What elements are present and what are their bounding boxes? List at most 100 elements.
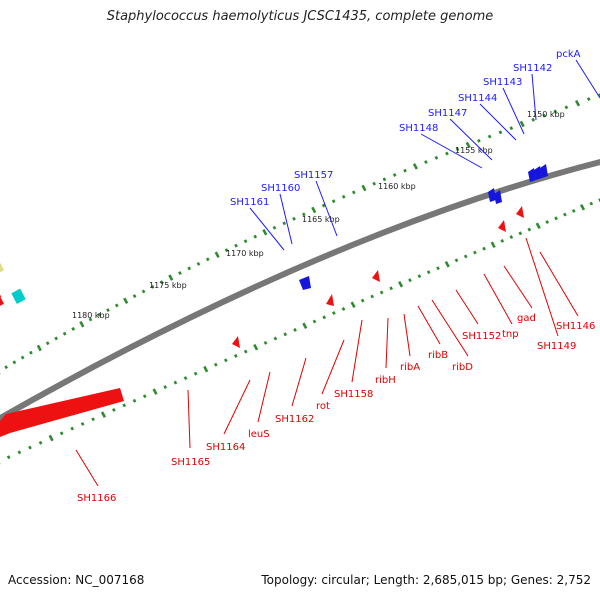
inner-track-dot <box>579 204 586 211</box>
gene-SH1143-b <box>540 164 548 178</box>
outer-track-dot <box>97 312 102 317</box>
gene-SH1144 <box>528 168 536 182</box>
label-SH1161: SH1161 <box>230 197 269 208</box>
outer-track-dot <box>282 221 287 226</box>
leader-ribB <box>417 305 441 345</box>
leader-rot <box>321 339 345 395</box>
inner-track-dot <box>132 398 137 403</box>
gene-pckA <box>11 288 26 304</box>
gene-SH1142-shape <box>0 259 5 276</box>
leader-SH1142 <box>531 73 537 121</box>
inner-track-dot <box>463 254 468 259</box>
inner-track-dot <box>482 246 486 251</box>
label-leader-lines <box>75 59 600 487</box>
inner-track-dot <box>142 394 147 399</box>
label-SH1165: SH1165 <box>171 457 210 468</box>
label-rot: rot <box>316 401 330 412</box>
label-SH1146: SH1146 <box>556 321 595 332</box>
outer-track-dot <box>132 294 137 299</box>
outer-track-dot <box>187 266 192 271</box>
label-SH1157: SH1157 <box>294 170 333 181</box>
leader-SH1160 <box>279 193 293 245</box>
inner-track-dot <box>203 365 209 373</box>
outer-track-dot <box>341 194 346 199</box>
outer-track-dot <box>392 173 397 177</box>
inner-track-dot <box>545 220 550 224</box>
label-tnp: tnp <box>502 329 519 340</box>
outer-track-dot <box>243 239 248 244</box>
label-SH1162: SH1162 <box>275 414 314 425</box>
outer-track-dot <box>531 117 536 122</box>
leader-SH1146 <box>539 251 579 317</box>
outer-track-dot <box>331 199 336 204</box>
inner-track-dot <box>589 201 594 206</box>
outer-track-dot <box>214 251 220 259</box>
tick-label-1155kbp: 1155 kbp <box>455 146 493 155</box>
inner-track-dot <box>213 362 218 367</box>
outer-track-dot <box>382 177 387 182</box>
outer-track-dot <box>465 141 471 149</box>
leader-leuS <box>257 371 271 423</box>
label-SH1164: SH1164 <box>206 442 245 453</box>
label-SH1158: SH1158 <box>334 389 373 400</box>
label-pckA: pckA <box>556 49 581 60</box>
gene-labels: pckA SH1142 SH1143 SH1144 SH1147 SH1148 SH1157… <box>77 49 595 504</box>
inner-track-dot <box>490 241 496 249</box>
outer-track-dot <box>272 225 277 230</box>
inner-track-dot <box>243 349 248 354</box>
outer-track-dot <box>62 331 67 336</box>
outer-track-dot <box>455 147 460 152</box>
inner-track-dot <box>426 270 431 275</box>
label-SH1147: SH1147 <box>428 108 467 119</box>
inner-track-dot <box>398 281 404 288</box>
outer-track-dot <box>123 297 129 305</box>
label-ribA: ribA <box>400 362 420 373</box>
backbone-arc <box>0 158 600 422</box>
outer-track-dot <box>498 130 503 135</box>
gene-rib-small <box>372 270 380 282</box>
outer-track-dot <box>224 248 229 253</box>
leader-SH1161 <box>249 207 285 251</box>
label-ribD: ribD <box>452 362 473 373</box>
label-SH1142: SH1142 <box>513 63 552 74</box>
label-gad: gad <box>517 313 536 324</box>
leader-tnp <box>483 273 513 325</box>
leader-gad <box>503 265 533 309</box>
outer-track-dot <box>519 120 525 128</box>
outer-track-dot <box>574 99 581 107</box>
gene-SH1147-b <box>494 190 502 204</box>
leader-SH1143 <box>502 87 525 135</box>
label-SH1143: SH1143 <box>483 77 522 88</box>
outer-track-dot <box>106 308 110 313</box>
leader-SH1144 <box>479 103 517 141</box>
gene-SH1147 <box>488 188 496 202</box>
inner-track-dot <box>509 235 514 240</box>
gene-SH1166-body <box>0 388 124 437</box>
outer-track-dot <box>205 257 210 262</box>
inner-track-dot <box>408 278 412 283</box>
outer-track-dot <box>141 289 146 294</box>
inner-track-dot <box>59 431 64 436</box>
inner-track-dot <box>173 380 178 385</box>
gene-SH1142 <box>0 259 5 276</box>
outer-track-dot <box>262 228 268 236</box>
outer-track-dot <box>114 303 119 308</box>
label-SH1144: SH1144 <box>458 93 497 104</box>
label-SH1148: SH1148 <box>399 123 438 134</box>
outer-track-dot <box>20 355 25 360</box>
inner-track-dot <box>379 290 384 295</box>
inner-track-dot <box>389 286 393 291</box>
inner-track-dot <box>341 306 346 311</box>
outer-track-dot <box>168 274 174 281</box>
inner-track-dot <box>370 294 375 299</box>
inner-track-dot <box>332 311 336 316</box>
inner-track-dot <box>350 301 356 309</box>
label-SH1160: SH1160 <box>261 183 300 194</box>
gene-small-1 <box>232 336 240 348</box>
outer-track-dot <box>351 190 356 195</box>
leader-SH1148 <box>420 133 483 169</box>
outer-track-dot <box>4 365 9 370</box>
accession-label: Accession: NC_007168 <box>8 573 145 587</box>
inner-track-dot <box>527 227 532 232</box>
